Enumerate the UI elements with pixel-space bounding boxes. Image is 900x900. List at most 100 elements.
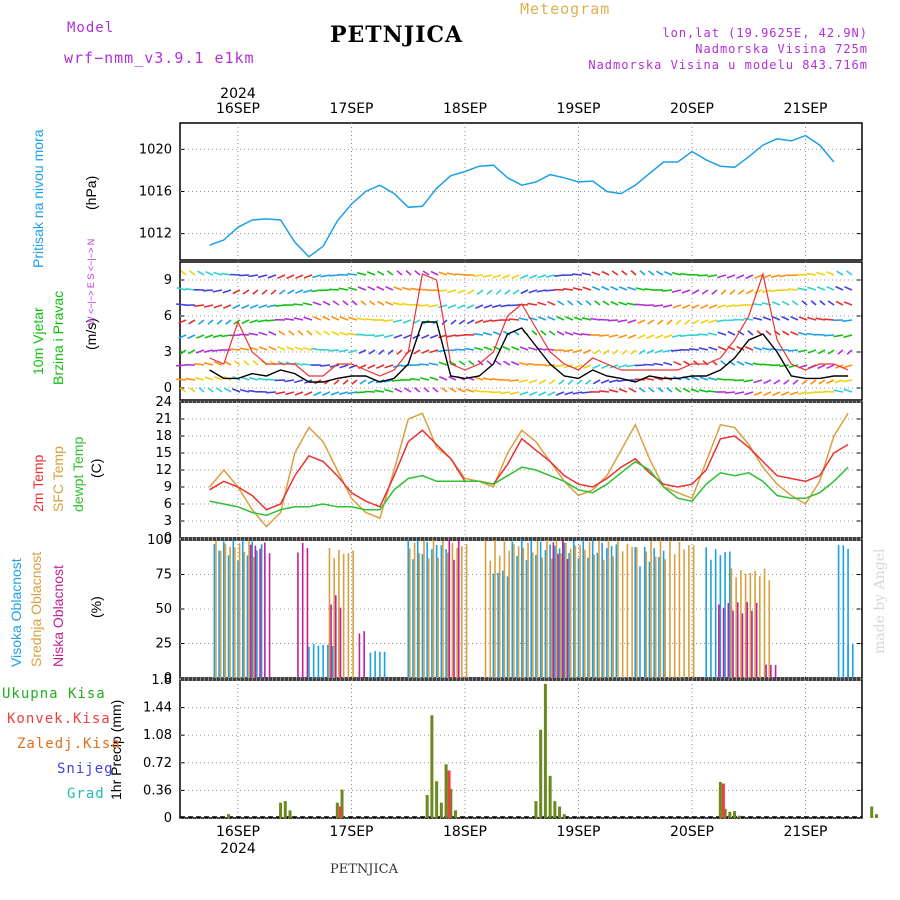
- wind-arrow: [736, 360, 745, 366]
- wind-arrow: [412, 319, 421, 325]
- wind-arrow: [430, 270, 439, 276]
- wind-arrow: [338, 287, 349, 291]
- lonlat-label: lon,lat (19.9625E, 42.9N): [662, 26, 868, 40]
- legend-graupel: Grad: [67, 786, 105, 802]
- wind-arrow: [797, 287, 808, 291]
- wind-arrow: [203, 349, 214, 353]
- wind-arrow: [421, 334, 430, 340]
- wind-arrow: [810, 300, 817, 306]
- wind-arrow: [368, 349, 376, 355]
- wind-arrow: [725, 391, 736, 394]
- wind-arrow: [773, 379, 781, 385]
- wind-gust-line: [209, 271, 849, 377]
- precip-bar-total: [728, 811, 732, 818]
- wind-arrow: [366, 271, 376, 276]
- wind-arrow: [438, 304, 448, 309]
- wind-arrow: [455, 273, 466, 276]
- clouds-tick-label: 50: [155, 602, 172, 617]
- wind-arrow: [602, 349, 610, 355]
- precip-bar-total: [534, 801, 538, 818]
- temperature-tick-label: 9: [164, 480, 172, 495]
- wind-arrow: [816, 286, 826, 291]
- precip-bar-total: [288, 810, 292, 818]
- wind-arrow: [630, 270, 637, 276]
- wind-arrow: [285, 346, 295, 351]
- wind-arrow: [402, 319, 412, 324]
- wind-arrow: [717, 331, 727, 336]
- wind-arrow: [817, 364, 826, 370]
- wind-arrow: [230, 348, 241, 351]
- wind-arrow: [801, 300, 808, 306]
- wind-arrow: [207, 387, 214, 393]
- wind-arrow: [333, 379, 340, 385]
- wind-arrow: [627, 334, 637, 339]
- wind-arrow: [405, 270, 412, 276]
- wind-arrow: [846, 270, 853, 276]
- wind-arrow: [347, 391, 358, 395]
- wind-arrow: [303, 289, 313, 294]
- wind-arrow: [266, 319, 277, 322]
- wind-arrow: [404, 387, 412, 393]
- wind-arrow: [818, 379, 826, 385]
- wind-arrow: [509, 391, 520, 395]
- wind-arrow: [248, 274, 259, 278]
- wind-arrow: [277, 274, 286, 280]
- wind-arrow: [646, 349, 655, 355]
- wind-arrow: [432, 387, 439, 393]
- wind-arrow: [295, 289, 304, 294]
- wind-arrow: [729, 289, 736, 295]
- wind-arrow: [348, 286, 358, 291]
- wind-tick-label: 9: [164, 273, 172, 288]
- wind-arrow: [843, 364, 853, 369]
- legend-total-rain: Ukupna Kisa: [2, 686, 106, 702]
- wind-arrow: [403, 334, 412, 339]
- wind-arrow: [537, 316, 547, 321]
- wind-arrow: [518, 361, 529, 366]
- wind-arrow: [824, 318, 835, 321]
- wind-arrow: [294, 379, 304, 384]
- day-label-bottom: 20SEP: [670, 824, 714, 840]
- model-value: wrf−nmm_v3.9.1 e1km: [64, 49, 255, 67]
- wind-arrow: [268, 330, 277, 336]
- wind-arrow: [789, 391, 799, 396]
- wind-arrow: [734, 318, 745, 321]
- precip-bar-total: [737, 815, 741, 818]
- wind-arrow: [518, 303, 529, 306]
- wind-arrow: [178, 319, 187, 325]
- wind-arrow: [639, 270, 646, 276]
- clouds-tick-label: 75: [155, 568, 172, 583]
- day-label-bottom: 19SEP: [557, 824, 601, 840]
- wind-arrow: [384, 364, 394, 369]
- precip-bar-total: [539, 729, 543, 818]
- wind-arrow: [540, 330, 547, 336]
- wind-arrow: [763, 391, 772, 397]
- year-label-bottom: 2024: [220, 841, 256, 857]
- wind-arrow: [744, 361, 754, 366]
- precip-bar-total: [558, 806, 562, 818]
- wind-arrow: [527, 362, 538, 366]
- precip-bar-total: [425, 795, 429, 818]
- wind-arrow: [519, 346, 529, 351]
- wind-arrow: [716, 377, 727, 381]
- wind-arrow: [601, 285, 610, 291]
- wind-arrow: [717, 274, 727, 279]
- precip-bar-total: [548, 775, 552, 818]
- page-title: PETNJICA: [330, 22, 464, 48]
- wind-arrow: [564, 316, 574, 321]
- wind-arrow: [744, 346, 754, 351]
- precip-bar-total: [733, 811, 737, 818]
- wind-arrow: [788, 364, 799, 368]
- wind-arrow: [176, 287, 187, 291]
- wind-arrow: [501, 274, 511, 279]
- wind-arrow: [266, 304, 277, 308]
- wind-arrow: [502, 330, 511, 336]
- wind-arrow: [500, 391, 511, 395]
- wind-arrow: [401, 302, 412, 306]
- wind-arrow: [599, 390, 610, 393]
- wind-arrow: [320, 274, 331, 278]
- wind-arrow: [666, 387, 673, 393]
- wind-arrow: [572, 349, 583, 354]
- wind-arrow: [647, 270, 655, 276]
- wind-arrow: [377, 270, 385, 276]
- wind-arrow: [410, 377, 421, 381]
